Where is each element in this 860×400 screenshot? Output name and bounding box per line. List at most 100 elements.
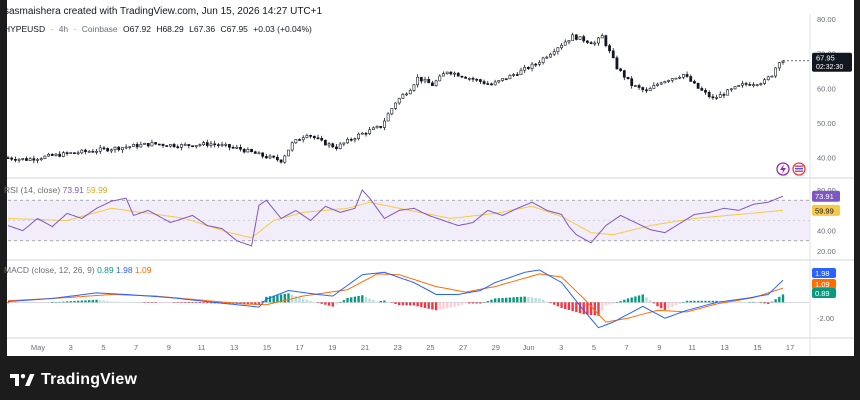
candle-body [689, 76, 693, 82]
candle-body [538, 62, 541, 65]
candle-body [523, 67, 527, 71]
candle-body [360, 132, 364, 135]
macd-hist-bar [586, 302, 589, 315]
candle-body [346, 138, 349, 144]
time-tick-label: 13 [721, 343, 729, 352]
macd-hist-bar [685, 300, 689, 303]
candle-body [645, 89, 648, 92]
symbol-legend[interactable]: HYPEUSD · 4h · Coinbase O67.92 H68.29 L6… [4, 24, 312, 34]
macd-hist-bar [65, 301, 69, 303]
candle-body [545, 56, 549, 59]
candle-body [209, 143, 213, 146]
candle-body [759, 83, 763, 85]
candle-body [604, 35, 608, 46]
macd-hist-bar [512, 297, 515, 303]
macd-hist-bar [464, 302, 467, 304]
candle-body [427, 79, 431, 84]
macd-hist-bar [375, 301, 379, 303]
candle-body [117, 146, 121, 151]
candle-body [253, 151, 257, 154]
macd-hist-bar [409, 302, 412, 306]
time-tick-label: 21 [361, 343, 369, 352]
time-tick-label: 9 [657, 343, 661, 352]
macd-line [7, 269, 784, 329]
candle-body [132, 144, 135, 147]
candle-body [239, 147, 242, 150]
countdown-label: 02:32:30 [816, 64, 843, 71]
macd-hist-bar [139, 302, 143, 303]
macd-hist-tag [812, 279, 836, 289]
rsi-legend[interactable]: RSI (14, close) 73.91 59.99 [4, 185, 108, 195]
macd-hist-bar [313, 301, 316, 303]
candle-body [375, 125, 379, 129]
candle-body [718, 94, 722, 98]
rsi-ma-tag-label: 59.99 [815, 206, 834, 215]
macd-hist-bar [40, 302, 43, 303]
macd-hist-bar [383, 300, 386, 303]
candle-body [460, 75, 464, 78]
candle-body [471, 77, 475, 80]
candle-body [301, 137, 305, 141]
macd-hist-bar [357, 295, 360, 303]
macd-hist-bar [781, 294, 785, 303]
macd-hist-bar [778, 296, 781, 303]
candle-body [431, 82, 434, 86]
candle-body [497, 80, 501, 83]
time-tick-label: 17 [295, 343, 303, 352]
macd-hist-bar [305, 299, 309, 303]
macd-hist-bar [110, 301, 113, 303]
candle-body [353, 138, 357, 141]
candle-body [490, 83, 493, 86]
macd-hist-bar [302, 298, 305, 303]
macd-hist-bar [191, 302, 194, 304]
candle-body [191, 145, 194, 147]
macd-hist-bar [696, 300, 700, 303]
time-tick-label: 15 [263, 343, 271, 352]
macd-hist-bar [707, 300, 711, 303]
flag-icon[interactable] [792, 162, 806, 176]
candle-body [36, 159, 39, 161]
candle-body [597, 37, 600, 44]
macd-hist-bar [169, 302, 172, 303]
macd-legend[interactable]: MACD (close, 12, 26, 9) 0.89 1.98 1.09 [4, 265, 151, 275]
macd-hist-bar [656, 302, 659, 307]
macd-hist-bar [242, 302, 246, 304]
macd-hist-bar [674, 302, 678, 306]
last-price-label: 67.95 [816, 53, 835, 62]
candle-body [656, 83, 659, 86]
macd-hist-bar [338, 302, 342, 303]
macd-hist-bar [180, 302, 183, 303]
macd-hist-bar [176, 302, 179, 303]
candle-body [10, 157, 14, 160]
candle-body [176, 146, 180, 149]
candle-body [711, 96, 715, 99]
candle-body [272, 155, 276, 158]
time-tick-label: 5 [101, 343, 105, 352]
macd-hist-bar [575, 302, 578, 313]
candle-body [405, 93, 408, 96]
macd-hist-bar [172, 302, 176, 303]
candle-body [526, 67, 530, 69]
macd-hist-bar [224, 302, 227, 304]
macd-hist-bar [442, 302, 445, 309]
macd-hist-bar [102, 300, 106, 303]
candle-body [180, 144, 183, 148]
macd-hist-bar [117, 301, 120, 303]
candle-body [659, 82, 663, 85]
time-tick-label: 15 [753, 343, 761, 352]
candle-body [183, 144, 187, 146]
last-price-tag[interactable] [812, 52, 852, 72]
rsi-line [7, 189, 784, 247]
candle-body [39, 158, 43, 160]
flash-icon[interactable] [776, 162, 790, 176]
macd-hist-bar [689, 300, 692, 303]
macd-hist-bar [316, 302, 320, 303]
macd-hist-bar [309, 300, 312, 303]
time-tick-label: 3 [559, 343, 563, 352]
candle-body [102, 147, 106, 150]
rsi-ma-value: 59.99 [86, 185, 108, 195]
macd-hist-bar [612, 302, 615, 304]
candle-body [213, 143, 217, 146]
macd-hist-bar [279, 294, 283, 303]
